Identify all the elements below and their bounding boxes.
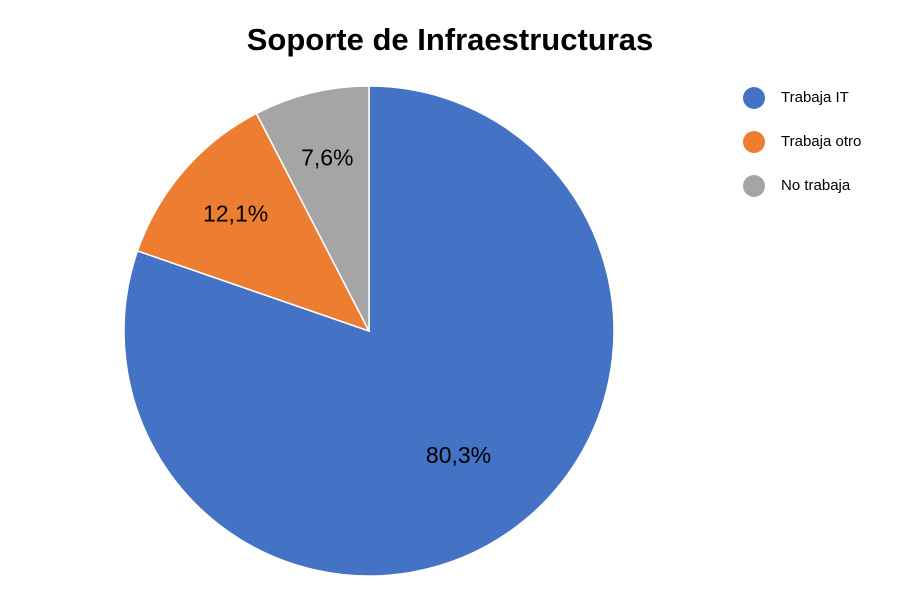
pie-slice-no-trabaja	[255, 85, 370, 332]
data-label-no-trabaja: 7,6%	[301, 145, 353, 171]
legend-marker-trabaja-otro	[743, 131, 765, 153]
legend: Trabaja IT Trabaja otro No trabaja	[743, 87, 861, 197]
legend-label-trabaja-otro: Trabaja otro	[781, 133, 861, 150]
legend-label-trabaja-it: Trabaja IT	[781, 89, 849, 106]
data-labels: 80,3% 12,1% 7,6%	[203, 145, 491, 468]
legend-label-no-trabaja: No trabaja	[781, 177, 851, 194]
data-label-trabaja-it: 80,3%	[426, 442, 491, 468]
legend-marker-no-trabaja	[743, 175, 765, 197]
pie-slice-trabaja-otro	[136, 112, 371, 333]
legend-marker-trabaja-it	[743, 87, 765, 109]
data-label-trabaja-otro: 12,1%	[203, 201, 268, 227]
chart-title: Soporte de Infraestructuras	[246, 22, 654, 57]
pie-slices	[123, 85, 615, 577]
